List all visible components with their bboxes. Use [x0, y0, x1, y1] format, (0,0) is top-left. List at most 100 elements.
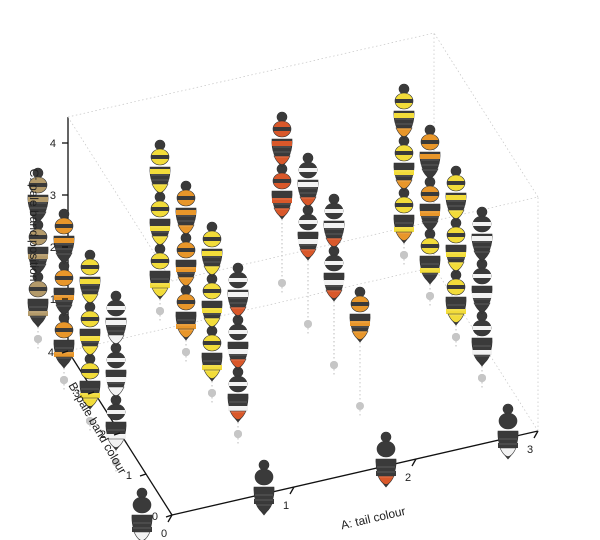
bee-pale-band: [324, 280, 344, 285]
bee-tail: [395, 127, 413, 137]
bee-tail: [325, 289, 343, 299]
bee-marker: [149, 191, 171, 248]
y-tick-mark: [139, 473, 147, 477]
x-tick-mark: [411, 458, 417, 467]
bee-marker: [227, 262, 249, 319]
bee-pale-band: [54, 238, 74, 243]
z-tick-label: 2: [50, 242, 56, 254]
bee-pale-band: [228, 406, 248, 411]
floor-marker: [112, 458, 120, 466]
bee-pale-band: [202, 365, 222, 370]
bee-marker: [175, 232, 197, 289]
bee-pale-band: [106, 377, 126, 382]
bee-pale-band: [272, 198, 292, 203]
bee-thorax-band: [395, 203, 413, 207]
bee-pale-band: [176, 267, 196, 272]
bee-tail: [29, 315, 47, 325]
bee-pale-band: [350, 321, 370, 326]
bee-pale-band: [324, 223, 344, 228]
floor-marker: [86, 417, 94, 425]
bee-thorax-band: [473, 274, 491, 278]
bee-markers: [27, 83, 519, 540]
bee-marker: [201, 273, 223, 330]
bee-marker: [271, 111, 293, 168]
x-tick-mark: [289, 486, 295, 495]
bee-tail: [151, 235, 169, 245]
box-edge: [67, 266, 435, 352]
x-axis-line: [171, 430, 539, 516]
bee-tail: [177, 276, 195, 286]
floor-marker: [60, 376, 68, 384]
bee-marker: [253, 459, 275, 516]
bee-pale-band: [420, 154, 440, 159]
bee-marker: [79, 301, 101, 358]
bee-pale-band: [176, 210, 196, 215]
box-edge: [67, 116, 173, 282]
bee-thorax-band: [55, 328, 73, 332]
bee-pale-band: [80, 336, 100, 341]
bee-pale-band: [446, 252, 466, 257]
bee-thorax-band: [177, 248, 195, 252]
bee-tail: [55, 304, 73, 314]
axis-titles: A: tail colour B: pale band colour C: pa…: [27, 169, 407, 533]
z-axis-title: C: pale band position: [27, 169, 41, 282]
bee-head: [154, 139, 166, 151]
bee-pale-band: [446, 309, 466, 314]
bee-tail: [299, 196, 317, 206]
bee-thorax-band: [299, 168, 317, 172]
bee-tail: [299, 248, 317, 258]
bee-thorax-band: [151, 155, 169, 159]
bee-marker: [105, 394, 127, 451]
floor-marker: [182, 348, 190, 356]
bee-marker: [227, 314, 249, 371]
bee-tail: [499, 447, 517, 457]
bee-head: [232, 262, 244, 274]
bee-pale-band: [394, 113, 414, 118]
bee-tail: [273, 207, 291, 217]
box-edge: [433, 32, 539, 198]
bee-thorax-band: [273, 179, 291, 183]
bee-thorax-band: [29, 183, 47, 187]
bee-marker: [175, 180, 197, 237]
bee-marker: [27, 271, 49, 328]
x-tick-mark: [167, 514, 173, 523]
bee-thorax-band: [29, 235, 47, 239]
bee-thorax-band: [107, 306, 125, 310]
bee-marker: [323, 193, 345, 250]
bee-tail: [107, 334, 125, 344]
bee-tail: [81, 397, 99, 407]
drop-lines: [37, 111, 483, 474]
bee-pale-band: [420, 268, 440, 273]
x-tick-mark: [533, 430, 539, 439]
bee-tail: [229, 306, 247, 316]
floor-marker: [304, 320, 312, 328]
bee-thorax-band: [229, 330, 247, 334]
bee-pale-band: [202, 308, 222, 313]
bee-marker: [27, 167, 49, 224]
bee-thorax-band: [473, 222, 491, 226]
bee-tail: [229, 410, 247, 420]
bee-marker: [271, 163, 293, 220]
floor-marker: [400, 251, 408, 259]
floor-marker: [478, 374, 486, 382]
bee-head: [180, 180, 192, 192]
bee-pale-band: [394, 170, 414, 175]
bee-thorax-band: [499, 419, 517, 423]
bee-head: [84, 249, 96, 261]
bee-head: [258, 459, 270, 471]
bee-head: [398, 83, 410, 95]
x-tick-label: 2: [405, 472, 411, 484]
bee-tail: [81, 293, 99, 303]
bee-head: [110, 290, 122, 302]
bee-thorax-band: [325, 261, 343, 265]
bee-pale-band: [298, 182, 318, 187]
floor-marker: [452, 333, 460, 341]
bee-thorax-band: [447, 181, 465, 185]
bee-marker: [393, 187, 415, 244]
bee-marker: [445, 217, 467, 274]
bee-pale-band: [228, 292, 248, 297]
bee-head: [380, 431, 392, 443]
bee-thorax-band: [81, 369, 99, 373]
bee-thorax-band: [81, 265, 99, 269]
